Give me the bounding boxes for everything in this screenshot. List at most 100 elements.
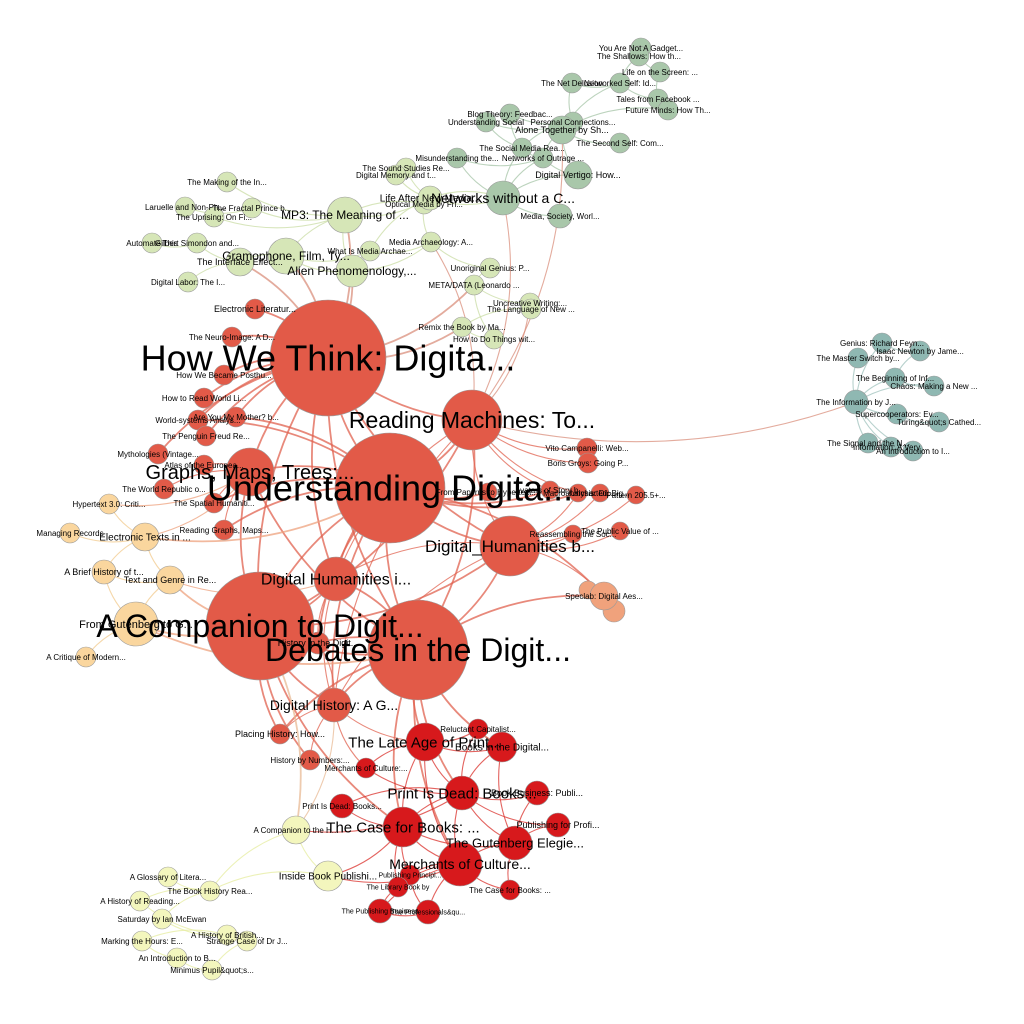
node-the-spatial-humaniti[interactable] — [203, 492, 225, 514]
node-text-and-genre-in-re[interactable] — [155, 565, 185, 595]
node-debates-in-the-digit[interactable] — [367, 599, 469, 701]
node-book-business-publi[interactable] — [524, 780, 550, 806]
node-the-late-age-of-print[interactable] — [405, 722, 445, 762]
node-reading-machines-to[interactable] — [441, 389, 503, 451]
node-the-neuro-image-a-d[interactable] — [221, 326, 243, 348]
node-isaac-newton-by-jame[interactable] — [909, 340, 931, 362]
node-minimus-pupils[interactable] — [201, 959, 223, 981]
node-macroanalysis-di[interactable] — [568, 483, 588, 503]
node-an-introduction-to-i[interactable] — [902, 440, 924, 462]
node-digital-labor-the-i[interactable] — [177, 271, 199, 293]
node-placing-history-how[interactable] — [269, 723, 291, 745]
node-the-book-history-rea[interactable] — [199, 880, 221, 902]
node-unoriginal-genius-p[interactable] — [479, 257, 501, 279]
node-how-we-became-posthu[interactable] — [213, 364, 235, 386]
node-managing-records[interactable] — [59, 522, 81, 544]
node-the-uprising-on-fi[interactable] — [203, 206, 225, 228]
node-chaos-making-a-new[interactable] — [923, 375, 945, 397]
node-alone-together-by-sh[interactable] — [547, 115, 577, 145]
node-the-making-of-the-in[interactable] — [216, 171, 238, 193]
node-the-social-media-rea[interactable] — [511, 137, 533, 159]
node-networks-of-outrage[interactable] — [532, 147, 554, 169]
node-the-gutenberg-elegie[interactable] — [497, 825, 533, 861]
node-supercooperators-ev[interactable] — [886, 403, 908, 425]
node-alien-phenomenology[interactable] — [335, 254, 369, 288]
node-the-information-by-j[interactable] — [843, 389, 869, 415]
node-print-is-dead-books[interactable] — [444, 775, 480, 811]
node-the-beginning-of-inf[interactable] — [884, 367, 906, 389]
node-the-master-switch-by[interactable] — [847, 347, 869, 369]
node-publishing-for-profi[interactable] — [545, 812, 571, 838]
node-the-case-for-books[interactable] — [382, 806, 424, 848]
node-media-archaeology-a[interactable] — [420, 231, 442, 253]
node-boris-groys-going-p[interactable] — [577, 452, 599, 474]
node-mythologies-vintage[interactable] — [147, 443, 169, 465]
node-turings-cathed[interactable] — [928, 411, 950, 433]
node-reluctant-capitalist[interactable] — [467, 718, 489, 740]
node-life-on-the-screen[interactable] — [649, 61, 671, 83]
node-the-world-republic-o[interactable] — [153, 478, 175, 500]
node-a-brief-history-of-t[interactable] — [91, 559, 117, 585]
node-gramophone-film-ty[interactable] — [267, 237, 305, 275]
node-merchants-of-culture[interactable] — [355, 757, 377, 779]
node-hypertext-3-0-criti[interactable] — [98, 493, 120, 515]
node-how-we-think-digita[interactable] — [269, 299, 387, 417]
node-digital-history-a-g[interactable] — [316, 687, 352, 723]
node-are-you-my-mother-b[interactable] — [225, 406, 247, 428]
node-print-is-dead-books[interactable] — [329, 793, 355, 819]
node-the-second-self-com[interactable] — [609, 132, 631, 154]
node-electronic-texts-in[interactable] — [130, 522, 160, 552]
node-atlas-of-the-europea[interactable] — [193, 454, 215, 476]
node-reading-graphs-maps[interactable] — [213, 519, 235, 541]
node-history-by-numbers[interactable] — [299, 749, 321, 771]
node-gilbert-simondon-and[interactable] — [186, 232, 208, 254]
node-how-to-read-world-li[interactable] — [193, 387, 215, 409]
node-merchants-of-culture[interactable] — [437, 841, 483, 887]
node-what-is-media-archae[interactable] — [359, 240, 381, 262]
node-mp3-the-meaning-of[interactable] — [326, 196, 364, 234]
node-digital-humanities-i[interactable] — [313, 556, 359, 602]
node-networked-self-id[interactable] — [609, 72, 631, 94]
node-remix-the-book-by-ma[interactable] — [451, 316, 473, 338]
node-understanding-digita[interactable] — [334, 432, 446, 544]
node-digital-vertigo-how[interactable] — [563, 160, 593, 190]
node-electronic-literatur[interactable] — [244, 298, 266, 320]
node-an-introduction-to-b[interactable] — [166, 947, 188, 969]
node-saturday-by-ian-mcewan[interactable] — [151, 908, 173, 930]
node-from-gutenberg-to-g[interactable] — [113, 601, 159, 647]
node-the-fractal-prince-b[interactable] — [241, 197, 263, 219]
node-blog-theory-feedbac[interactable] — [499, 103, 521, 125]
node-from-papyrus-to-hypertext[interactable] — [478, 482, 498, 502]
node-the-penguin-freud-re[interactable] — [195, 425, 217, 447]
node-the-net-delusion[interactable] — [561, 72, 583, 94]
node-strange-case-of-dr-j[interactable] — [236, 930, 258, 952]
node-marking-the-hours-e[interactable] — [131, 930, 153, 952]
node-reassembling-the-soc[interactable] — [563, 524, 583, 544]
node-graphs-maps-trees[interactable] — [225, 447, 275, 497]
node-automate-this[interactable] — [141, 232, 163, 254]
node-speclab-digital-aes[interactable] — [589, 581, 619, 611]
node-the-shallows-how-th[interactable] — [628, 45, 650, 67]
node-the-interface-effect[interactable] — [225, 247, 255, 277]
node-the-language-of-new[interactable] — [520, 298, 542, 320]
node-the-signal-and-the-n[interactable] — [857, 432, 879, 454]
node-misunderstanding-the[interactable] — [446, 147, 468, 169]
node-future-minds-how-th[interactable] — [657, 99, 679, 121]
node-a-critique-of-modern[interactable] — [75, 646, 97, 668]
node-the-public-value-of[interactable] — [610, 521, 630, 541]
node-laruelle-and-non-ph[interactable] — [174, 196, 196, 218]
node-the-case-for-books[interactable] — [499, 879, 521, 901]
node-how-to-do-things-wit[interactable] — [483, 328, 505, 350]
node-books-in-the-digital[interactable] — [486, 731, 518, 763]
node-media-society-worl[interactable] — [547, 203, 573, 229]
node-avatars-of-story-b[interactable] — [540, 480, 560, 500]
node-a-glossary-of-litera[interactable] — [157, 866, 179, 888]
node-information-a-very[interactable] — [880, 436, 902, 458]
node-the-professionals-qu[interactable] — [415, 899, 441, 925]
node-understanding-social[interactable] — [475, 111, 497, 133]
node-the-publishing-business[interactable] — [367, 898, 393, 924]
node-a-companion-to-digit[interactable] — [205, 571, 315, 681]
node-a-history-of-reading[interactable] — [129, 890, 151, 912]
node-genius-richard-feyn[interactable] — [871, 332, 893, 354]
node-pattern-205-5[interactable] — [626, 485, 646, 505]
